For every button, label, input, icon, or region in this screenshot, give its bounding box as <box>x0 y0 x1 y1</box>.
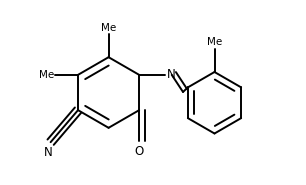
Text: Me: Me <box>39 70 54 80</box>
Text: N: N <box>44 146 53 159</box>
Text: N: N <box>166 68 175 81</box>
Text: Me: Me <box>101 23 116 33</box>
Text: Me: Me <box>207 37 222 47</box>
Text: O: O <box>135 145 144 158</box>
